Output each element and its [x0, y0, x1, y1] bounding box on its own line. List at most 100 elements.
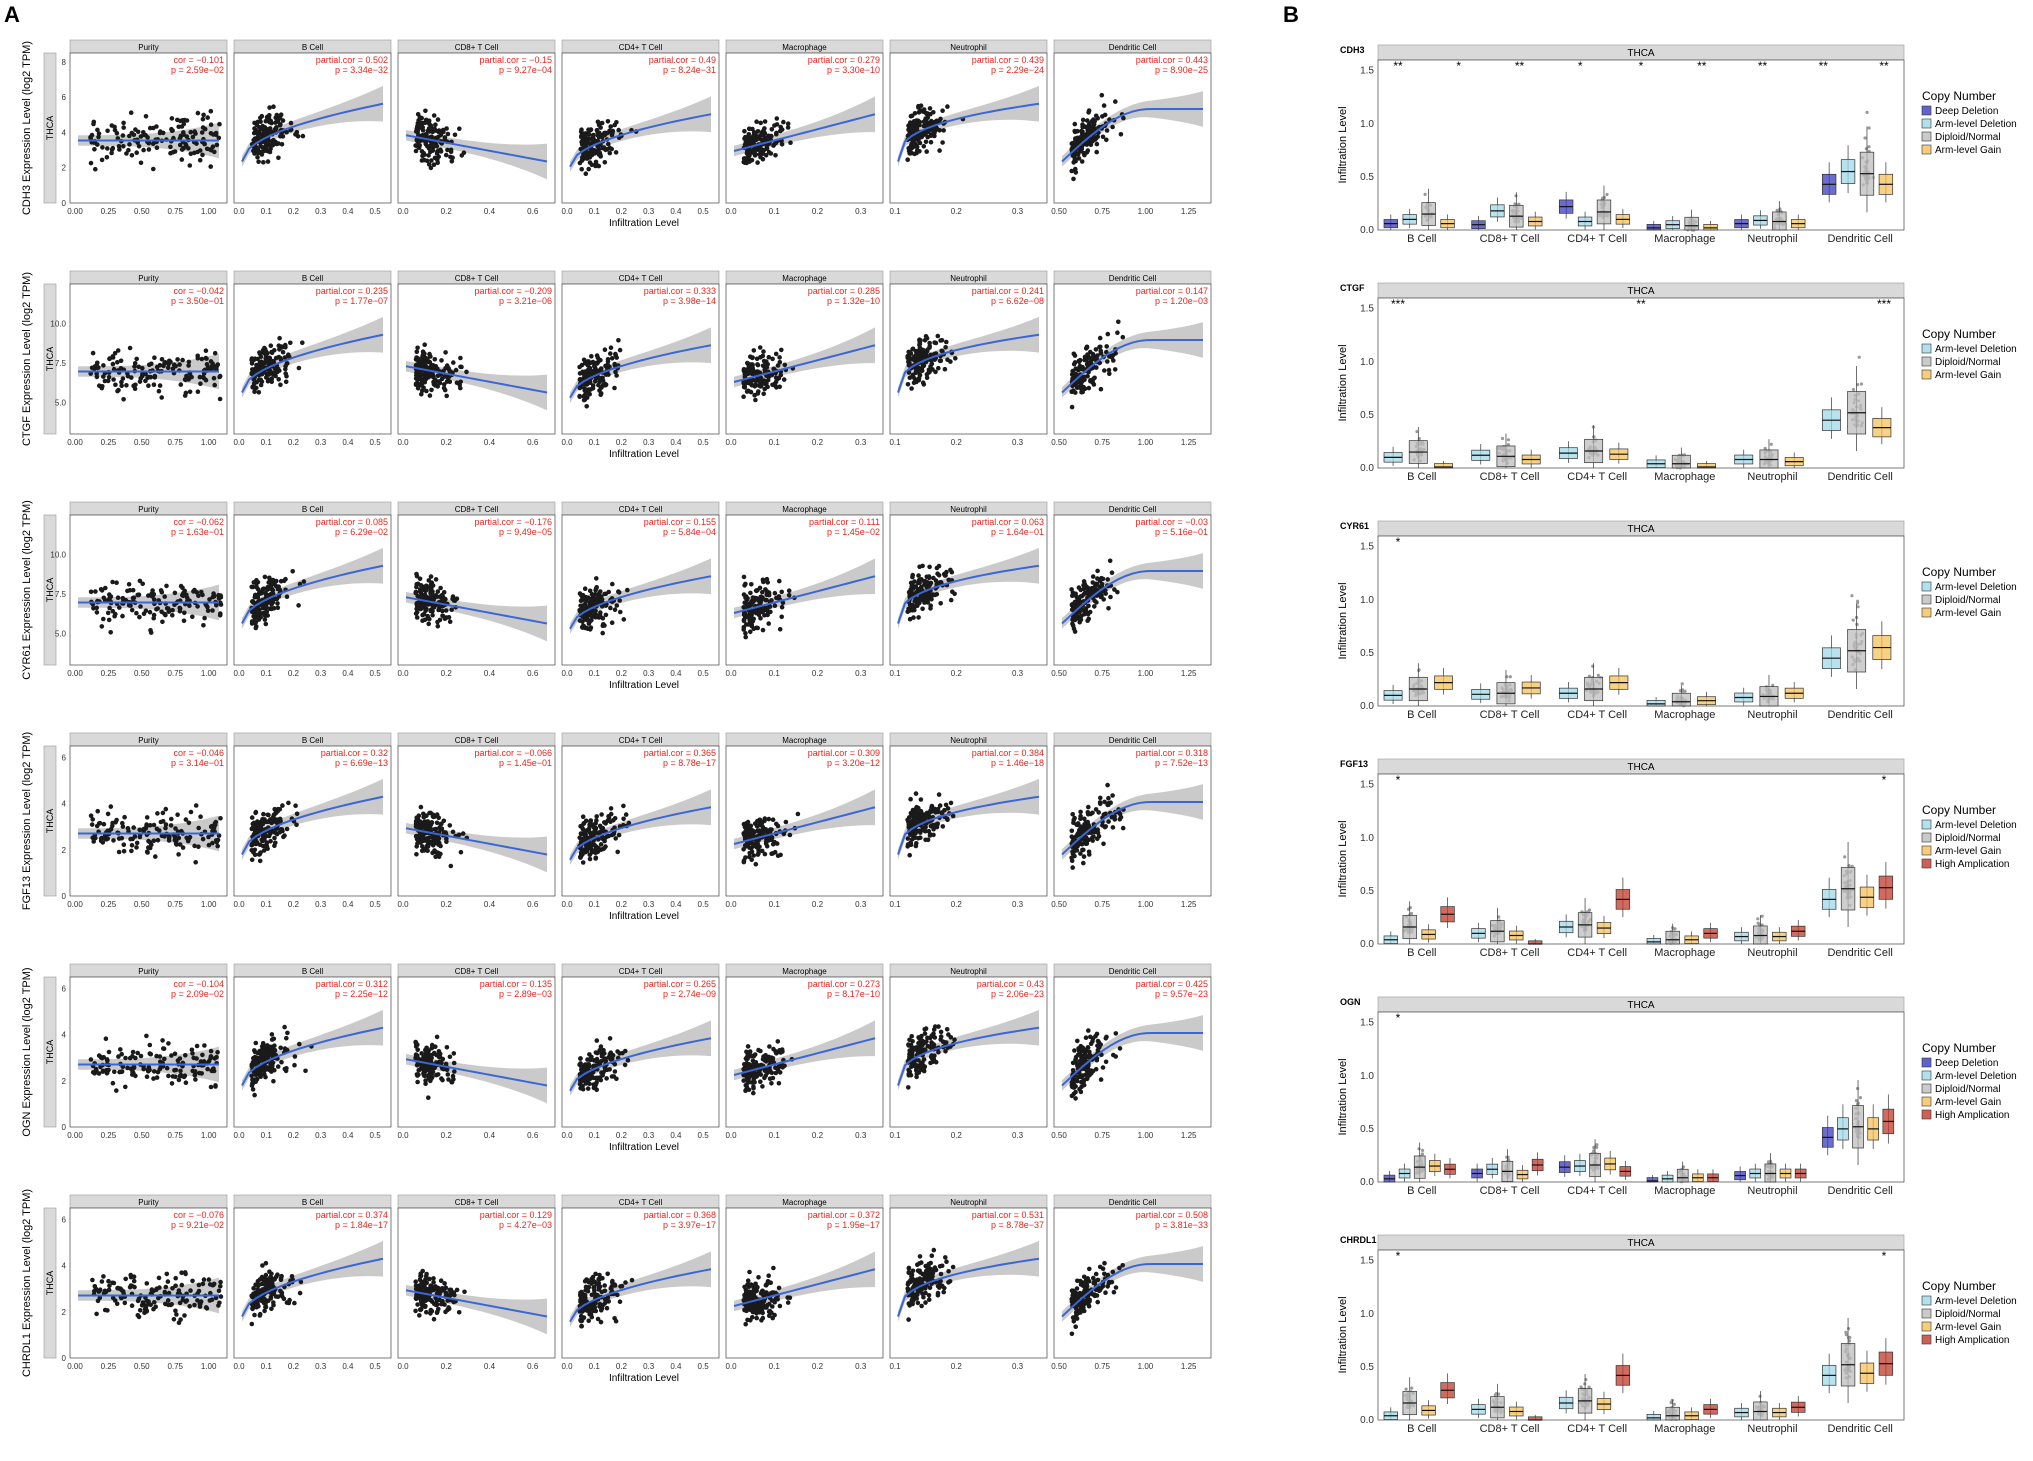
scatter-point [429, 820, 435, 825]
facet-title: B Cell [302, 967, 324, 976]
scatter-point [430, 596, 436, 602]
scatter-point [101, 374, 106, 379]
scatter-point [447, 823, 453, 828]
scatter-point [432, 155, 438, 161]
scatter-point [599, 120, 605, 126]
scatter-point [202, 615, 207, 621]
correlation-label: partial.cor = 0.502 [316, 55, 388, 65]
scatter-point [422, 379, 428, 385]
facet-title: Dendritic Cell [1109, 274, 1157, 283]
scatter-point [196, 844, 201, 849]
scatter-point [609, 620, 615, 625]
scatter-point [214, 142, 220, 148]
y-tick-label: 10.0 [50, 550, 66, 559]
scatter-point [424, 606, 429, 612]
smooth-line [733, 344, 876, 383]
scatter-point [300, 340, 305, 346]
scatter-point [1069, 855, 1074, 861]
p-value-label: p = 2.29e−24 [991, 65, 1044, 75]
scatter-point [594, 599, 600, 605]
scatter-point [208, 1084, 214, 1090]
smooth-line [569, 113, 712, 168]
scatter-point [1102, 824, 1108, 830]
scatter-point [749, 849, 755, 854]
scatter-point [264, 1051, 269, 1057]
scatter-point [179, 157, 185, 162]
scatter-point [195, 389, 201, 395]
scatter-point [1112, 367, 1118, 372]
scatter-point [127, 142, 132, 147]
scatter-point [1086, 110, 1091, 115]
scatter-point [907, 349, 912, 355]
scatter-point [123, 1055, 128, 1061]
scatter-point [294, 811, 300, 817]
scatter-point [286, 800, 291, 806]
scatter-point [172, 1068, 177, 1073]
scatter-point [1081, 847, 1086, 853]
scatter-point [431, 113, 437, 118]
scatter-point [114, 1088, 119, 1093]
scatter-point [451, 360, 456, 365]
scatter-point [94, 374, 100, 380]
scatter-point [111, 838, 116, 843]
scatter-point [277, 115, 283, 120]
y-tick-label: 2 [62, 164, 67, 173]
scatter-point [936, 365, 941, 371]
scatter-point [603, 130, 608, 136]
scatter-point [614, 603, 620, 608]
scatter-point [596, 845, 601, 851]
scatter-point [597, 375, 602, 381]
scatter-point [101, 1055, 106, 1060]
scatter-point [741, 367, 747, 372]
scatter-point [416, 1072, 421, 1077]
scatter-point [1072, 121, 1078, 127]
scatter-point [1076, 359, 1082, 365]
scatter-point [585, 132, 590, 137]
scatter-point [197, 157, 203, 163]
confidence-band [242, 316, 383, 398]
scatter-point [182, 610, 187, 616]
scatter-point [253, 810, 258, 816]
scatter-point [426, 621, 432, 627]
scatter-point [265, 159, 271, 164]
correlation-label: partial.cor = 0.439 [972, 55, 1044, 65]
scatter-point [936, 573, 942, 578]
scatter-point [435, 619, 440, 625]
scatter-point [770, 356, 775, 362]
scatter-point [458, 355, 463, 361]
scatter-point [928, 139, 934, 145]
scatter-point [202, 141, 207, 147]
scatter-point [137, 578, 143, 584]
scatter-point [918, 103, 924, 108]
scatter-point [433, 122, 438, 127]
x-tick-label: 0.3 [855, 669, 867, 678]
scatter-point [131, 825, 136, 830]
scatter-point [278, 382, 283, 388]
scatter-point [180, 845, 186, 850]
scatter-point [1070, 371, 1075, 377]
facet-title: Purity [138, 736, 158, 745]
y-tick-label: 0 [62, 892, 67, 901]
scatter-point [1101, 841, 1106, 847]
scatter-point [279, 1059, 284, 1065]
scatter-point [284, 594, 290, 599]
p-value-label: p = 1.32e−10 [827, 296, 880, 306]
scatter-point [927, 106, 933, 111]
scatter-point [173, 363, 178, 369]
x-tick-label: 0.50 [134, 207, 150, 216]
row-strip-label: THCA [45, 578, 55, 603]
scatter-point [99, 157, 105, 163]
scatter-point [454, 380, 460, 386]
scatter-point [444, 393, 450, 399]
scatter-point [921, 363, 927, 369]
scatter-point [159, 395, 164, 400]
facet-title: B Cell [302, 43, 324, 52]
scatter-point [1079, 159, 1085, 164]
x-tick-label: 0.00 [67, 207, 83, 216]
scatter-point [180, 357, 185, 363]
scatter-point [216, 135, 222, 141]
scatter-point [1083, 357, 1089, 363]
panel-a-scatter-grid: CDH3 Expression Level (log2 TPM) THCA0246… [21, 39, 1212, 1384]
scatter-point [758, 384, 763, 389]
